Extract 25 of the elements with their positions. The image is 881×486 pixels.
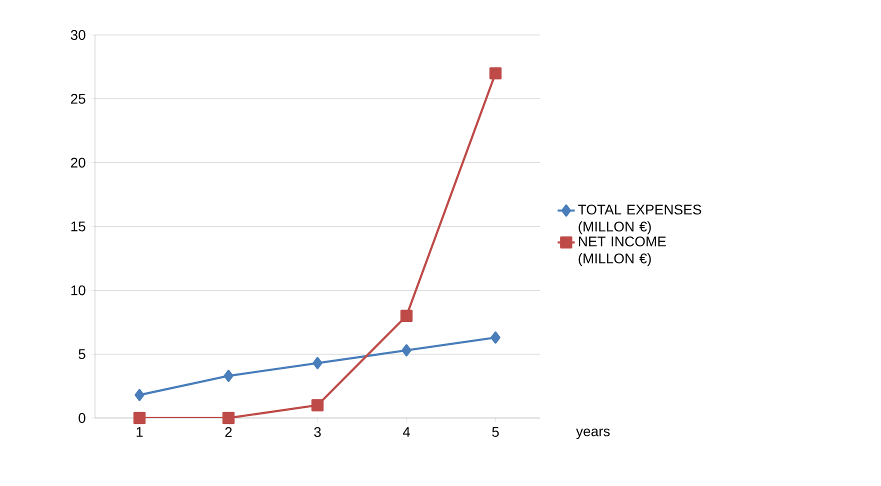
y-tick-label: 10 [71, 285, 86, 296]
y-tick-label: 25 [71, 94, 86, 104]
y-tick-label: 5 [78, 349, 86, 360]
y-tick-label: 20 [71, 158, 86, 168]
point [134, 388, 144, 402]
point [133, 412, 146, 424]
point [489, 67, 502, 80]
point [490, 331, 500, 344]
point [402, 344, 412, 356]
x-tick-label: 4 [402, 427, 410, 437]
point [400, 310, 413, 322]
y-tick-label: 0 [78, 413, 86, 423]
x-tick-label: 1 [136, 427, 143, 437]
x-tick-label: 2 [225, 427, 232, 437]
x-axis-title: years [576, 428, 610, 440]
legend-label: NET INCOME (MILLON €) [578, 236, 666, 266]
x-tick-label: 5 [492, 427, 499, 437]
legend-label: TOTAL EXPENSES (MILLON €) [578, 204, 702, 234]
point [311, 399, 324, 412]
point [222, 412, 235, 424]
x-tick-label: 3 [314, 427, 321, 438]
point [224, 370, 234, 382]
y-tick-label: 30 [70, 30, 86, 40]
point [312, 356, 322, 370]
y-tick-label: 15 [71, 222, 86, 232]
